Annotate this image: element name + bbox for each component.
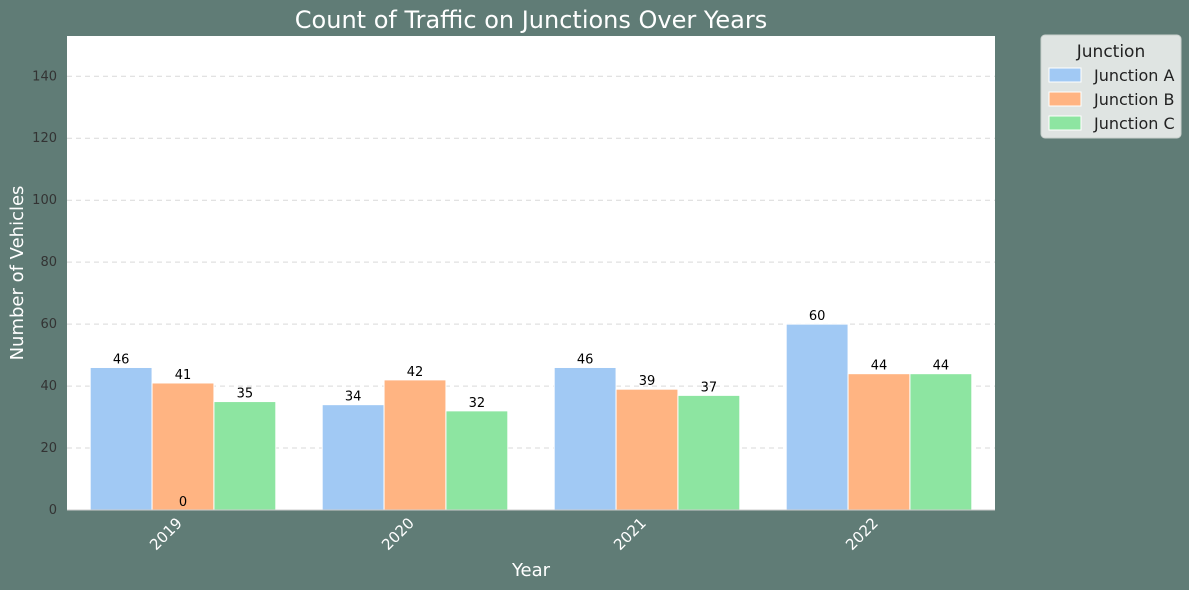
bar — [785, 323, 849, 511]
bar — [847, 373, 911, 511]
y-tick-label: 40 — [40, 379, 57, 394]
bar-value-label: 39 — [639, 374, 656, 389]
x-tick-labels: 2019 2020 2021 2022 — [146, 514, 882, 554]
x-tick-label: 2020 — [378, 514, 418, 554]
legend-label: Junction C — [1093, 114, 1175, 133]
bar — [909, 373, 973, 511]
legend-title: Junction — [1076, 42, 1145, 62]
bar-value-label: 46 — [113, 352, 130, 367]
bar-value-label: 42 — [407, 365, 424, 380]
bar-value-label: 41 — [175, 368, 192, 383]
y-tick-label: 0 — [49, 503, 57, 518]
bar — [553, 366, 617, 511]
y-tick-label: 20 — [40, 441, 57, 456]
legend-items: Junction A Junction B Junction C — [1048, 66, 1175, 133]
x-tick-label: 2021 — [610, 514, 650, 554]
bars-layer — [89, 323, 973, 511]
legend-label: Junction A — [1093, 66, 1175, 85]
bar-value-label: 60 — [809, 309, 826, 324]
y-tick-label: 120 — [32, 131, 57, 146]
bar-value-label: 32 — [469, 396, 486, 411]
bar-labels-layer: 46 41 35 34 42 32 46 39 37 60 44 44 0 — [113, 309, 949, 510]
bar — [213, 401, 277, 511]
bar — [445, 410, 509, 511]
bar-value-label: 46 — [577, 352, 594, 367]
legend-swatch — [1048, 67, 1082, 83]
chart-title: Count of Traffic on Junctions Over Years — [295, 6, 767, 34]
bar — [151, 382, 215, 511]
bar — [677, 394, 741, 511]
legend-label: Junction B — [1093, 90, 1175, 109]
bar — [89, 366, 153, 511]
legend-swatch — [1048, 91, 1082, 107]
y-tick-label: 60 — [40, 317, 57, 332]
x-axis-label: Year — [511, 560, 551, 581]
legend-swatch — [1048, 115, 1082, 131]
y-axis-label: Number of Vehicles — [7, 186, 28, 361]
y-tick-label: 140 — [32, 69, 57, 84]
y-tick-label: 100 — [32, 193, 57, 208]
legend-box — [1040, 34, 1182, 139]
bar-value-label: 34 — [345, 390, 362, 405]
annotation-label: 0 — [179, 495, 187, 510]
y-tick-labels: 0 20 40 60 80 100 120 140 — [32, 69, 57, 518]
x-tick-label: 2019 — [146, 514, 186, 554]
bar — [321, 404, 385, 511]
bar-value-label: 37 — [701, 380, 718, 395]
bar-value-label: 35 — [237, 387, 254, 402]
bar — [615, 388, 679, 511]
x-tick-label: 2022 — [842, 514, 882, 554]
y-tick-label: 80 — [40, 255, 57, 270]
legend: Junction Junction A Junction B Junction C — [1040, 34, 1182, 139]
bar — [383, 379, 447, 511]
bar-value-label: 44 — [933, 359, 950, 374]
bar-value-label: 44 — [871, 359, 888, 374]
